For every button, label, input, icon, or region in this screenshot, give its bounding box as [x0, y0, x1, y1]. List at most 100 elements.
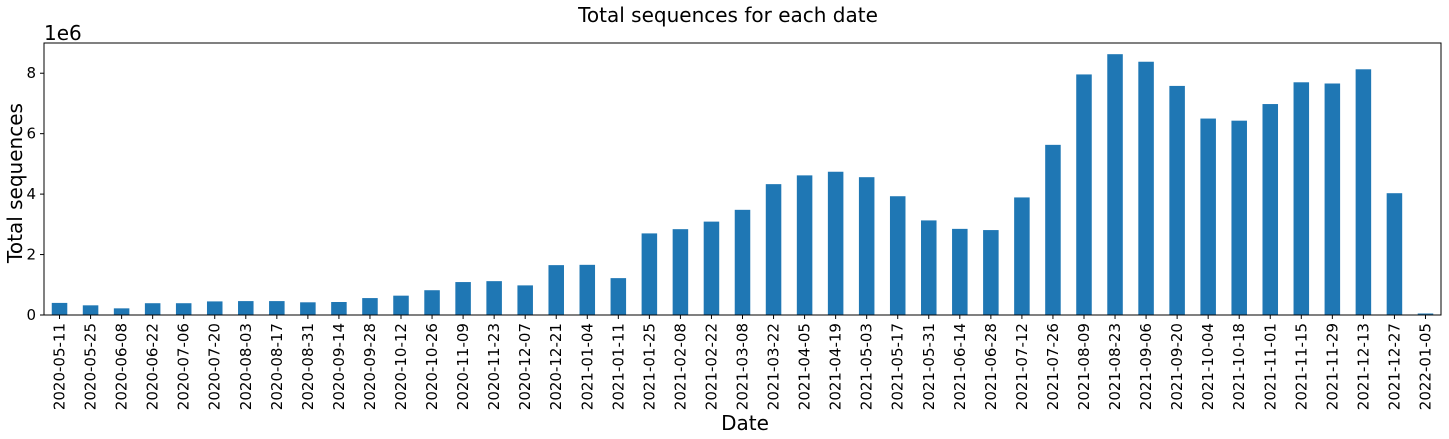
- x-tick-label: 2021-05-31: [920, 323, 938, 410]
- bar-2021-12-13: [1355, 69, 1372, 315]
- bar-2021-01-11: [610, 278, 627, 315]
- x-tick-label: 2020-12-07: [516, 323, 534, 410]
- plot-frame: [43, 42, 1442, 316]
- bar-2020-10-12: [393, 295, 409, 315]
- bar-2021-09-20: [1169, 85, 1185, 315]
- x-tick-label: 2021-09-06: [1137, 323, 1155, 410]
- bar-2020-08-31: [300, 302, 316, 315]
- x-tick-label: 2021-02-08: [671, 323, 689, 410]
- x-tick-label: 2021-11-29: [1323, 323, 1341, 410]
- x-tick-label: 2021-06-14: [951, 323, 969, 410]
- x-tick-label: 2021-10-18: [1230, 323, 1248, 410]
- bar-2020-06-08: [113, 308, 130, 315]
- x-tick-label: 2021-02-22: [702, 323, 720, 410]
- x-tick-label: 2021-10-04: [1199, 323, 1217, 410]
- x-tick-label: 2021-08-23: [1106, 323, 1124, 410]
- x-tick-label: 2021-12-13: [1354, 323, 1372, 410]
- x-tick-label: 2020-08-31: [299, 323, 317, 410]
- bar-2020-08-17: [269, 301, 285, 315]
- bar-2021-12-27: [1386, 193, 1403, 315]
- x-axis-ticks: 2020-05-11 2020-05-25 2020-06-08 2020-06-22…: [51, 315, 1434, 410]
- y-tick-label: 2: [26, 246, 36, 264]
- x-tick-label: 2020-08-03: [237, 323, 255, 410]
- y-axis-ticks: 0 2 4 6 8: [26, 64, 44, 324]
- bar-2020-12-07: [517, 285, 533, 315]
- x-tick-label: 2021-04-05: [796, 323, 814, 410]
- x-tick-label: 2020-10-12: [392, 323, 410, 410]
- bar-2021-09-06: [1138, 61, 1154, 315]
- bar-2020-11-09: [455, 282, 471, 315]
- x-tick-label: 2020-06-08: [113, 323, 131, 410]
- bar-2021-01-25: [641, 233, 658, 315]
- bar-2021-11-01: [1262, 104, 1279, 315]
- bar-2022-01-05: [1417, 313, 1434, 315]
- bar-2020-07-20: [206, 301, 223, 315]
- bar-2021-02-08: [672, 229, 689, 315]
- x-tick-label: 2020-12-21: [547, 323, 565, 410]
- x-tick-label: 2020-11-23: [485, 323, 503, 410]
- bar-2020-11-23: [486, 281, 502, 315]
- x-tick-label: 2020-05-11: [51, 323, 69, 410]
- y-tick-label: 6: [26, 125, 36, 143]
- bar-2021-11-15: [1293, 82, 1310, 316]
- bar-2021-11-29: [1324, 83, 1341, 316]
- bar-2021-04-19: [827, 171, 844, 315]
- y-offset-label: 1e6: [44, 21, 82, 45]
- x-tick-label: 2020-07-06: [175, 323, 193, 410]
- bar-2021-02-22: [703, 221, 720, 315]
- x-tick-label: 2021-05-03: [858, 323, 876, 410]
- bars-group: [51, 54, 1434, 316]
- bar-2021-03-22: [765, 184, 782, 315]
- bar-2021-01-04: [579, 264, 596, 315]
- x-tick-label: 2020-05-25: [82, 323, 100, 410]
- bar-2021-06-28: [983, 230, 999, 315]
- x-tick-label: 2021-03-22: [765, 323, 783, 410]
- x-tick-label: 2021-06-28: [982, 323, 1000, 410]
- x-axis-title: Date: [721, 411, 769, 435]
- x-tick-label: 2020-06-22: [144, 323, 162, 410]
- bar-2021-06-14: [952, 228, 968, 315]
- bar-2021-07-26: [1045, 144, 1061, 315]
- bar-2021-05-03: [858, 177, 875, 315]
- x-tick-label: 2021-11-15: [1292, 323, 1310, 410]
- bar-2021-10-04: [1200, 118, 1216, 315]
- bar-2020-09-14: [331, 302, 347, 315]
- bar-2021-05-31: [921, 220, 937, 315]
- chart-title: Total sequences for each date: [577, 3, 878, 27]
- bar-2020-08-03: [238, 301, 254, 315]
- x-tick-label: 2021-01-25: [640, 323, 658, 410]
- x-tick-label: 2020-09-14: [330, 323, 348, 410]
- bar-2021-10-18: [1231, 120, 1247, 315]
- x-tick-label: 2021-07-26: [1044, 323, 1062, 410]
- x-tick-label: 2020-09-28: [361, 323, 379, 410]
- bar-2020-12-21: [548, 265, 564, 315]
- x-tick-label: 2020-07-20: [206, 323, 224, 410]
- y-tick-label: 0: [26, 306, 36, 324]
- x-tick-label: 2021-12-27: [1385, 323, 1403, 410]
- bar-2021-03-08: [734, 209, 751, 315]
- x-tick-label: 2021-09-20: [1168, 323, 1186, 410]
- x-tick-label: 2021-01-11: [609, 323, 627, 410]
- x-tick-label: 2021-05-17: [889, 323, 907, 410]
- bar-2020-09-28: [362, 298, 378, 315]
- bar-2020-06-22: [144, 303, 161, 315]
- x-tick-label: 2021-08-09: [1075, 323, 1093, 410]
- x-tick-label: 2020-11-09: [454, 323, 472, 410]
- y-tick-label: 8: [26, 64, 36, 82]
- bar-2020-05-25: [82, 305, 99, 315]
- x-tick-label: 2021-03-08: [734, 323, 752, 410]
- x-tick-label: 2022-01-05: [1416, 323, 1434, 410]
- bar-2020-10-26: [424, 290, 440, 315]
- x-tick-label: 2021-07-12: [1013, 323, 1031, 410]
- bar-2021-08-09: [1076, 74, 1092, 315]
- y-axis-title: Total sequences: [3, 103, 27, 264]
- bar-2021-04-05: [796, 175, 813, 315]
- x-tick-label: 2021-04-19: [827, 323, 845, 410]
- x-tick-label: 2020-10-26: [423, 323, 441, 410]
- bar-2021-07-12: [1014, 197, 1030, 315]
- x-tick-label: 2021-11-01: [1261, 323, 1279, 410]
- bar-2021-05-17: [889, 196, 906, 315]
- bar-2020-05-11: [51, 302, 68, 315]
- bar-2021-08-23: [1107, 54, 1123, 315]
